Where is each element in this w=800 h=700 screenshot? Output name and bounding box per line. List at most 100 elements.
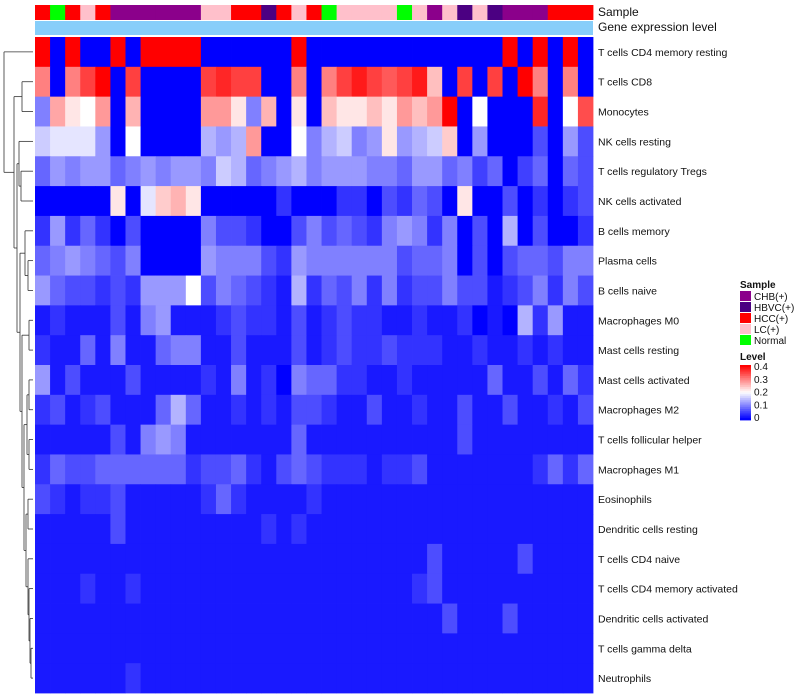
heatmap-cell xyxy=(562,514,579,545)
sample-annot-cell xyxy=(155,5,172,20)
row-label: T cells gamma delta xyxy=(598,643,692,655)
heatmap-cell xyxy=(246,335,262,366)
heatmap-cell xyxy=(577,394,594,426)
heatmap-cell xyxy=(95,365,111,396)
heatmap-cell xyxy=(427,484,443,515)
heatmap-cell xyxy=(532,424,549,455)
heatmap-cell xyxy=(170,275,187,306)
heatmap-cell xyxy=(412,394,428,426)
heatmap-cell xyxy=(396,335,413,366)
heatmap-cell xyxy=(366,156,383,187)
heatmap-cell xyxy=(517,484,534,515)
heatmap-cell xyxy=(472,275,488,306)
heatmap-cell xyxy=(381,245,398,276)
heatmap-cell xyxy=(336,424,353,455)
heatmap-cell xyxy=(50,37,66,68)
heatmap-cell xyxy=(351,335,368,366)
heatmap-cell xyxy=(80,186,96,217)
heatmap-cell xyxy=(215,335,232,366)
heatmap-cell xyxy=(547,126,564,157)
heatmap-cell xyxy=(306,215,322,247)
heatmap-cell xyxy=(306,305,322,336)
heatmap-cell xyxy=(457,514,473,545)
heatmap-cell xyxy=(396,573,413,604)
heatmap-cell xyxy=(562,394,579,426)
heatmap-cell xyxy=(547,543,564,575)
heatmap-cell xyxy=(547,663,564,694)
sample-annot-cell xyxy=(35,5,51,20)
row-label: Monocytes xyxy=(598,107,649,119)
heatmap-cell xyxy=(321,484,338,515)
heatmap-cell xyxy=(336,245,353,276)
heatmap-cell xyxy=(532,394,549,426)
heatmap-cell xyxy=(80,96,96,127)
heatmap-cell xyxy=(487,245,503,276)
heatmap-cell xyxy=(35,514,51,545)
expression-annotation-label: Gene expression level xyxy=(598,20,717,34)
heatmap-cell xyxy=(35,66,51,98)
heatmap-cell xyxy=(336,186,353,217)
heatmap-cell xyxy=(80,245,96,276)
heatmap-cell xyxy=(502,96,518,127)
heatmap-cell xyxy=(140,633,157,664)
heatmap-cell xyxy=(412,37,428,68)
row-label: NK cells resting xyxy=(598,136,671,148)
heatmap-cell xyxy=(140,335,157,366)
heatmap-cell xyxy=(472,633,488,664)
heatmap-cell xyxy=(351,126,368,157)
heatmap-cell xyxy=(291,454,307,485)
heatmap-cell xyxy=(80,37,96,68)
heatmap-cell xyxy=(276,335,292,366)
level-gradient-step xyxy=(740,401,751,404)
heatmap-cell xyxy=(200,275,217,306)
heatmap-cell xyxy=(502,156,518,187)
heatmap-cell xyxy=(35,543,51,575)
heatmap-cell xyxy=(246,603,262,634)
heatmap-cell xyxy=(321,365,338,396)
heatmap-cell xyxy=(321,126,338,157)
heatmap-cell xyxy=(140,543,157,575)
heatmap-cell xyxy=(396,633,413,664)
sample-annot-cell xyxy=(427,5,443,20)
heatmap-cell xyxy=(381,663,398,694)
heatmap-cell xyxy=(366,514,383,545)
heatmap-cell xyxy=(215,275,232,306)
heatmap-cell xyxy=(442,424,458,455)
heatmap-cell xyxy=(321,275,338,306)
heatmap-cell xyxy=(351,245,368,276)
heatmap-cell xyxy=(487,335,503,366)
heatmap-cell xyxy=(65,335,81,366)
heatmap-cell xyxy=(185,186,202,217)
sample-annotation-bar xyxy=(35,5,594,20)
heatmap-cell xyxy=(200,424,217,455)
heatmap-cell xyxy=(35,186,51,217)
row-label: T cells follicular helper xyxy=(598,435,702,447)
heatmap-cell xyxy=(140,186,157,217)
heatmap-cell xyxy=(457,633,473,664)
heatmap-cell xyxy=(502,245,518,276)
heatmap-cell xyxy=(517,424,534,455)
heatmap-cell xyxy=(351,96,368,127)
heatmap-cell xyxy=(261,543,277,575)
heatmap-cell xyxy=(351,663,368,694)
heatmap-cell xyxy=(125,663,141,694)
heatmap-cell xyxy=(200,96,217,127)
heatmap-cell xyxy=(396,66,413,98)
heatmap-cell xyxy=(502,514,518,545)
heatmap-cell xyxy=(366,186,383,217)
heatmap-cell xyxy=(276,37,292,68)
heatmap-cell xyxy=(577,186,594,217)
heatmap-cell xyxy=(80,543,96,575)
heatmap-cell xyxy=(412,156,428,187)
heatmap-cell xyxy=(170,215,187,247)
heatmap-cell xyxy=(231,365,247,396)
sample-annot-cell xyxy=(200,5,217,20)
heatmap-cell xyxy=(140,663,157,694)
heatmap-cell xyxy=(246,156,262,187)
heatmap-cell xyxy=(140,454,157,485)
sample-annot-cell xyxy=(140,5,157,20)
heatmap-cell xyxy=(35,37,51,68)
heatmap-cell xyxy=(532,663,549,694)
heatmap-cell xyxy=(170,335,187,366)
heatmap-cell xyxy=(336,365,353,396)
